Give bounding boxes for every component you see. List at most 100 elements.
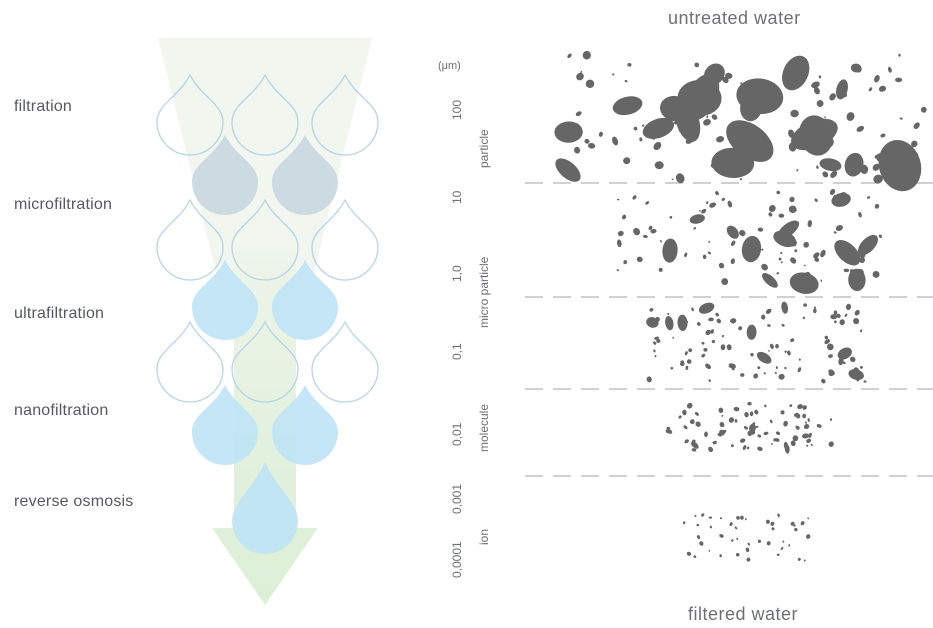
water-drop-gray: [192, 135, 258, 215]
particle-blob: [761, 314, 766, 320]
particle-blob: [733, 406, 740, 412]
particle-blob: [908, 173, 911, 176]
particle-blob: [802, 316, 806, 320]
particle-blob: [768, 205, 776, 212]
particle-blob: [780, 251, 783, 255]
particle-blob: [789, 272, 819, 294]
particle-blob: [669, 215, 673, 219]
particle-blob: [665, 315, 674, 331]
size-tick-1: 1,0: [450, 265, 464, 282]
particle-blob: [649, 308, 654, 312]
level-label-filtration: filtration: [14, 98, 73, 115]
particle-blob: [790, 521, 795, 526]
particle-blob: [776, 190, 781, 195]
level-label-ultrafiltration: ultrafiltration: [14, 305, 105, 322]
particle-blob: [746, 324, 757, 340]
particle-blob: [646, 317, 659, 328]
particle-blob: [692, 439, 696, 444]
size-tick-0-0001: 0,0001: [450, 541, 464, 578]
particle-blob: [763, 431, 769, 436]
particle-blob: [897, 148, 905, 157]
particle-blob: [880, 133, 886, 138]
particle-blob: [778, 213, 785, 218]
particle-blob: [719, 554, 723, 558]
particle-blob: [677, 314, 688, 331]
particle-blob: [858, 234, 878, 256]
particle-blob: [751, 237, 758, 243]
particle-blob: [574, 146, 581, 154]
particle-blob: [762, 273, 778, 288]
particle-blob: [645, 201, 650, 205]
particle-blob: [778, 257, 782, 261]
particle-blob: [814, 257, 820, 262]
water-drop-blue: [192, 260, 258, 340]
particle-blob: [866, 196, 871, 199]
particle-blob: [701, 208, 707, 214]
level-label-reverse-osmosis: reverse osmosis: [14, 493, 134, 510]
particle-blob: [765, 519, 770, 524]
particle-blob: [744, 518, 747, 521]
level-label-nanofiltration: nanofiltration: [14, 402, 109, 419]
particle-blob: [701, 543, 704, 546]
particle-blob: [895, 77, 903, 83]
particle-blob: [730, 258, 735, 265]
particle-blob: [740, 373, 745, 377]
particle-blob: [756, 351, 772, 364]
water-drop-outline: [231, 320, 299, 403]
particle-blob: [853, 157, 856, 160]
particle-blob: [678, 415, 682, 419]
particle-blob: [798, 358, 801, 361]
particle-blob: [820, 249, 826, 258]
particle-blob: [874, 75, 880, 83]
particle-blob: [813, 252, 820, 259]
particle-blob: [656, 128, 663, 135]
particle-blob: [742, 445, 747, 450]
particle-blob: [887, 66, 892, 73]
particle-blob: [845, 303, 852, 311]
particle-blob: [721, 197, 726, 201]
particle-blob: [856, 379, 860, 382]
particle-blob: [623, 157, 631, 165]
particle-blob: [696, 523, 700, 527]
particle-blob: [740, 94, 763, 122]
particle-blob: [811, 81, 820, 89]
particle-blob: [761, 263, 768, 271]
water-drop-outline: [311, 73, 379, 156]
particle-blob: [738, 326, 743, 331]
particle-blob: [653, 349, 656, 353]
particle-blob: [735, 552, 740, 557]
particle-blob: [836, 79, 848, 100]
particle-blob: [764, 146, 773, 156]
particle-blob: [783, 420, 788, 427]
particle-blob: [774, 371, 777, 375]
particle-blob: [824, 339, 830, 345]
particle-blob: [696, 535, 701, 540]
particle-blob: [582, 50, 591, 60]
particle-blob: [872, 163, 880, 171]
particle-blob: [691, 307, 694, 312]
particle-blob: [757, 539, 762, 543]
particle-blob: [598, 131, 603, 137]
particle-blob: [803, 559, 806, 562]
particle-blob: [693, 555, 697, 559]
particle-blob: [686, 551, 692, 556]
particle-blob: [902, 159, 911, 169]
particle-blob: [751, 422, 756, 427]
size-tick-0-1: 0,1: [450, 343, 464, 360]
particle-blob: [877, 155, 882, 159]
particle-blob: [711, 114, 718, 120]
particle-blob: [656, 338, 661, 343]
particle-blob: [843, 241, 846, 243]
particle-blob: [734, 526, 738, 530]
particle-blob: [793, 524, 796, 527]
particle-blob: [695, 421, 701, 427]
particle-blob: [806, 438, 812, 443]
particle-blob: [744, 411, 749, 418]
particle-blob: [612, 73, 615, 76]
particle-blob: [705, 363, 712, 370]
particle-blob: [838, 357, 844, 366]
particle-blob: [648, 225, 653, 231]
particle-blob: [811, 277, 815, 281]
particle-blob: [707, 251, 711, 255]
particle-blob: [703, 118, 711, 126]
